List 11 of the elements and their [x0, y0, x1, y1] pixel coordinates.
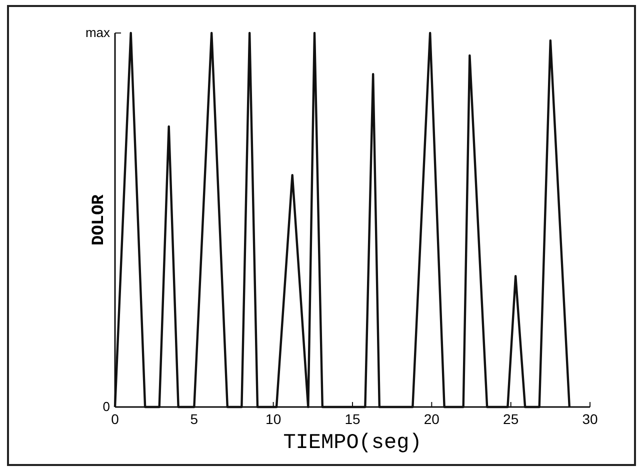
x-tick-label: 10 — [266, 411, 282, 427]
x-tick-label: 20 — [424, 411, 440, 427]
y-axis-title: DOLOR — [90, 194, 109, 246]
x-tick-label: 25 — [503, 411, 519, 427]
text: max — [85, 25, 110, 40]
x-tick-label: 5 — [190, 411, 198, 427]
x-axis-title: TIEMPO(seg) — [283, 432, 422, 455]
x-tick-label: 0 — [111, 411, 120, 427]
x-tick-label: 15 — [344, 411, 360, 427]
x-tick-label: 30 — [582, 411, 598, 427]
text: 0 — [102, 399, 110, 414]
